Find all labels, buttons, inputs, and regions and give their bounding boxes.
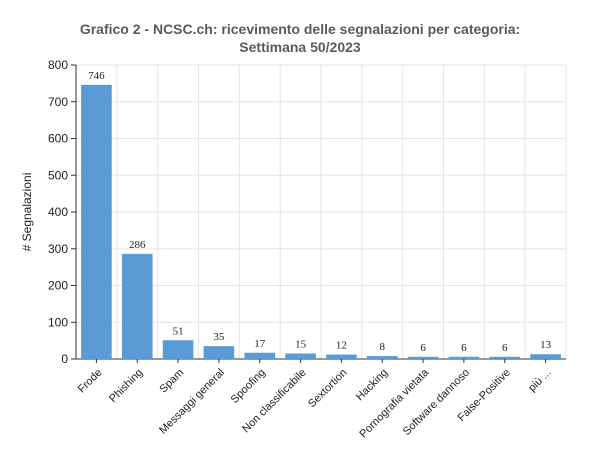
y-tick-label: 600 xyxy=(48,132,68,146)
x-tick-label: più ... xyxy=(526,367,554,395)
bar[interactable] xyxy=(530,354,561,359)
bar[interactable] xyxy=(448,356,480,359)
bar[interactable] xyxy=(203,346,235,359)
x-tick-label: Sextortion xyxy=(306,367,350,411)
y-tick-label: 300 xyxy=(48,242,68,256)
data-label: 17 xyxy=(254,338,266,350)
bar[interactable] xyxy=(162,340,194,359)
data-label: 746 xyxy=(88,70,105,82)
bar[interactable] xyxy=(285,353,316,359)
x-tick-label: Spam xyxy=(157,367,186,396)
bars xyxy=(81,84,561,359)
bar[interactable] xyxy=(407,356,439,359)
bar[interactable] xyxy=(121,253,153,359)
x-tick-label: Frode xyxy=(76,367,105,396)
y-tick-label: 0 xyxy=(61,352,68,366)
x-tick-label: Pornografia vietata xyxy=(357,366,431,440)
data-label: 35 xyxy=(213,331,225,343)
data-label: 13 xyxy=(540,339,552,351)
data-label: 286 xyxy=(129,239,146,251)
bar[interactable] xyxy=(366,356,398,359)
y-tick-label: 700 xyxy=(48,95,68,109)
y-tick-label: 100 xyxy=(48,315,68,329)
bar[interactable] xyxy=(244,352,276,359)
data-label: 6 xyxy=(502,342,508,354)
y-tick-label: 500 xyxy=(48,168,68,182)
y-tick-label: 800 xyxy=(48,58,68,72)
y-axis-label: # Segnalazioni xyxy=(20,173,34,252)
bar[interactable] xyxy=(489,356,521,359)
y-axis: 0 100 200 300 400 500 600 700 800 xyxy=(48,58,566,366)
data-label: 6 xyxy=(420,342,426,354)
data-label: 15 xyxy=(295,338,307,350)
data-label: 12 xyxy=(336,340,347,352)
chart-title: Grafico 2 - NCSC.ch: ricevimento delle s… xyxy=(0,20,600,56)
x-tick-label: Hacking xyxy=(354,367,391,404)
x-tick-label: Phishing xyxy=(107,367,145,405)
data-label: 8 xyxy=(380,341,386,353)
bar[interactable] xyxy=(326,354,357,359)
data-labels: 746 286 51 35 17 15 12 8 6 6 6 13 xyxy=(88,70,551,354)
bar[interactable] xyxy=(81,84,112,359)
chart-title-line-2: Settimana 50/2023 xyxy=(239,39,361,55)
chart-title-line-1: Grafico 2 - NCSC.ch: ricevimento delle s… xyxy=(79,21,521,37)
y-tick-label: 200 xyxy=(48,279,68,293)
x-tick-label: Spoofing xyxy=(229,367,268,406)
data-label: 51 xyxy=(173,325,184,337)
y-tick-label: 400 xyxy=(48,205,68,219)
data-label: 6 xyxy=(461,342,467,354)
